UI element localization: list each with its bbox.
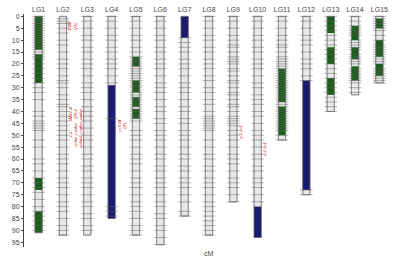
- svg-text:90: 90: [12, 227, 20, 234]
- svg-text:60: 60: [12, 155, 20, 162]
- svg-text:5: 5: [16, 25, 20, 32]
- svg-text:0: 0: [16, 13, 20, 20]
- svg-text:50: 50: [12, 132, 20, 139]
- svg-text:LG2: LG2: [56, 6, 69, 13]
- svg-text:LG14: LG14: [346, 6, 363, 13]
- svg-text:1388QTL: 1388QTL: [67, 21, 77, 31]
- svg-text:p=0.04QTL: p=0.04QTL: [117, 119, 127, 133]
- svg-text:cM: cM: [204, 250, 214, 257]
- svg-text:LG11: LG11: [274, 6, 291, 13]
- svg-text:45: 45: [12, 120, 20, 127]
- svg-text:LG4: LG4: [105, 6, 118, 13]
- svg-text:LG10: LG10: [249, 6, 266, 13]
- svg-text:65: 65: [12, 167, 20, 174]
- svg-text:g-1 y=1: g-1 y=1: [238, 125, 243, 138]
- svg-text:95: 95: [12, 239, 20, 246]
- svg-text:25: 25: [12, 72, 20, 79]
- svg-text:LG6: LG6: [154, 6, 167, 13]
- svg-text:30: 30: [12, 84, 20, 91]
- svg-text:LG9: LG9: [227, 6, 240, 13]
- svg-text:LG1: LG1: [32, 6, 45, 13]
- svg-text:LG15: LG15: [371, 6, 388, 13]
- svg-text:LG7: LG7: [178, 6, 191, 13]
- svg-text:80: 80: [12, 203, 20, 210]
- svg-text:85: 85: [12, 215, 20, 222]
- svg-text:LG8: LG8: [202, 6, 215, 13]
- svg-text:55: 55: [12, 144, 20, 151]
- svg-text:35: 35: [12, 96, 20, 103]
- svg-text:LG13: LG13: [322, 6, 339, 13]
- svg-text:40: 40: [12, 108, 20, 115]
- svg-text:g-1 y=1: g-1 y=1: [262, 142, 267, 155]
- svg-text:LG5: LG5: [129, 6, 142, 13]
- svg-text:z-1cofan p.valuecofan2 p.value: z-1cofan p.valuecofan2 p.value: [68, 121, 83, 148]
- svg-text:LG12: LG12: [298, 6, 315, 13]
- svg-text:10: 10: [12, 37, 20, 44]
- svg-text:70: 70: [12, 179, 20, 186]
- svg-text:15: 15: [12, 48, 20, 55]
- svg-text:20: 20: [12, 60, 20, 67]
- svg-text:MAT1-4QTL2pvalue: MAT1-4QTL2pvalue: [68, 107, 83, 122]
- svg-text:75: 75: [12, 191, 20, 198]
- svg-text:LG3: LG3: [81, 6, 94, 13]
